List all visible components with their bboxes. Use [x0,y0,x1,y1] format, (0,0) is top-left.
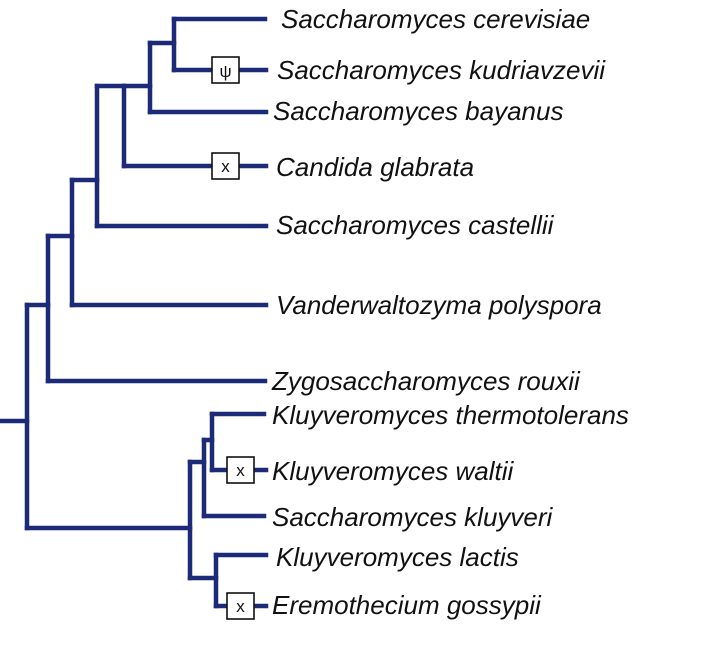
taxon-label-saccharomyces-cerevisiae: Saccharomyces cerevisiae [281,4,590,34]
taxon-label-saccharomyces-kudriavzevii: Saccharomyces kudriavzevii [277,55,606,85]
taxon-label-vanderwaltozyma-polyspora: Vanderwaltozyma polyspora [276,290,602,320]
loss-x-icon: x [236,597,245,616]
taxon-label-saccharomyces-castellii: Saccharomyces castellii [276,210,555,240]
psi-icon: ψ [219,62,231,81]
loss-x-icon: x [236,461,245,480]
loss-marker-gossypii: x [226,592,255,620]
taxon-label-kluyveromyces-thermotolerans: Kluyveromyces thermotolerans [272,400,629,430]
taxon-label-saccharomyces-bayanus: Saccharomyces bayanus [273,96,563,126]
loss-x-icon: x [221,157,230,176]
loss-marker-glabrata: x [211,152,240,180]
taxon-labels: Saccharomyces cerevisiae Saccharomyces k… [271,4,629,620]
branch-markers: ψ x x x [211,56,255,620]
pseudogene-marker-kudriavzevii: ψ [211,56,240,84]
taxon-label-saccharomyces-kluyveri: Saccharomyces kluyveri [272,502,554,532]
taxon-label-candida-glabrata: Candida glabrata [276,152,474,182]
taxon-label-kluyveromyces-waltii: Kluyveromyces waltii [272,456,515,486]
taxon-label-kluyveromyces-lactis: Kluyveromyces lactis [276,542,519,572]
loss-marker-waltii: x [226,456,255,484]
tree-branches [0,16,269,609]
taxon-label-zygosaccharomyces-rouxii: Zygosaccharomyces rouxii [271,366,581,396]
taxon-label-eremothecium-gossypii: Eremothecium gossypii [272,590,542,620]
